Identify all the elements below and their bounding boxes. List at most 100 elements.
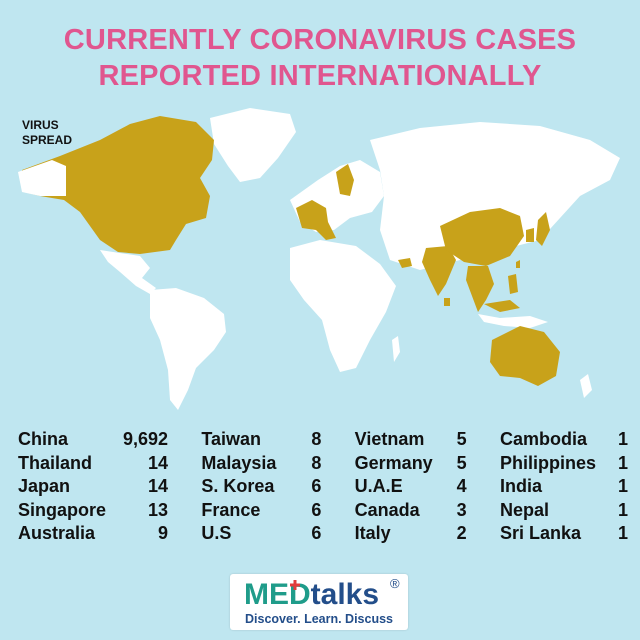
country-name: Nepal	[499, 499, 550, 520]
case-count: 8	[311, 429, 322, 449]
country-row: France 6	[201, 499, 321, 523]
country-name: S. Korea	[201, 476, 275, 497]
case-count: 5	[456, 452, 467, 473]
country-row: Sri Lanka 1	[500, 522, 628, 546]
medical-cross-icon	[290, 580, 300, 590]
country-name: Malaysia	[201, 452, 277, 473]
australia-affected-shape	[490, 326, 560, 386]
country-row: Thailand 14	[18, 452, 168, 476]
country-row: Philippines 1	[500, 452, 628, 476]
country-name: Cambodia	[499, 429, 587, 449]
country-row: Canada 3	[355, 499, 467, 523]
country-name: Thailand	[18, 452, 93, 473]
country-row: China 9,692	[18, 428, 168, 452]
case-count: 6	[311, 499, 322, 520]
case-count: 8	[311, 452, 322, 473]
country-name: Taiwan	[201, 429, 262, 449]
country-row: Italy 2	[355, 522, 467, 546]
country-name: U.S	[201, 523, 232, 544]
country-name: Germany	[354, 452, 433, 473]
medtalks-logo: MEDtalks ® Discover. Learn. Discuss	[230, 574, 408, 630]
case-count: 5	[456, 429, 467, 449]
country-name: Canada	[354, 499, 420, 520]
country-row: S. Korea 6	[201, 475, 321, 499]
legend-line-1: VIRUS	[22, 118, 59, 132]
country-name: U.A.E	[354, 476, 403, 497]
case-count: 3	[456, 499, 467, 520]
page-title: CURRENTLY CORONAVIRUS CASES REPORTED INT…	[63, 24, 577, 92]
logo-talks-text: talks	[310, 578, 380, 611]
north-america-affected-shape	[22, 116, 214, 254]
case-count: 2	[456, 523, 467, 544]
case-column-2: Taiwan 8 Malaysia 8 S. Korea 6 France 6 U.S 6	[201, 428, 321, 546]
country-name: Singapore	[18, 499, 107, 520]
case-column-1: China 9,692 Thailand 14 Japan 14 Singapore 13 Au…	[18, 428, 168, 546]
country-row: Nepal 1	[500, 499, 628, 523]
world-map	[18, 108, 620, 410]
case-count: 14	[147, 452, 168, 473]
greenland-shape	[210, 108, 296, 182]
south-asia-affected-shape	[422, 246, 456, 296]
case-column-4: Cambodia 1 Philippines 1 India 1 Nepal 1 Sri Lan…	[500, 428, 628, 546]
logo-tagline: Discover. Learn. Discuss	[245, 612, 393, 626]
map-legend-label: VIRUS SPREAD	[22, 118, 72, 148]
taiwan-affected-shape	[516, 260, 520, 268]
country-row: Vietnam 5	[355, 428, 467, 452]
country-row: Taiwan 8	[201, 428, 321, 452]
case-count: 9,692	[122, 429, 168, 449]
country-name: China	[18, 429, 69, 449]
case-count: 1	[617, 429, 628, 449]
philippines-affected-shape	[508, 274, 518, 294]
china-affected-shape	[440, 208, 524, 266]
country-row: Singapore 13	[18, 499, 168, 523]
case-count: 9	[157, 523, 168, 544]
case-count: 1	[617, 476, 628, 497]
case-count: 1	[617, 523, 628, 544]
new-zealand-shape	[580, 374, 592, 398]
scandinavia-affected-shape	[336, 164, 354, 196]
country-row: Japan 14	[18, 475, 168, 499]
legend-line-2: SPREAD	[22, 133, 73, 147]
central-america-shape	[100, 250, 156, 294]
country-row: U.A.E 4	[355, 475, 467, 499]
country-name: Philippines	[499, 452, 596, 473]
southeast-asia-affected-shape	[466, 266, 494, 312]
indonesia-shape	[478, 314, 548, 328]
case-counts-table: China 9,692 Thailand 14 Japan 14 Singapore 13 Au…	[18, 428, 628, 546]
country-name: India	[499, 476, 542, 497]
sri-lanka-affected-shape	[444, 298, 450, 306]
madagascar-shape	[392, 336, 400, 362]
case-count: 1	[617, 499, 628, 520]
africa-shape	[290, 240, 396, 372]
case-count: 6	[311, 476, 322, 497]
case-count: 13	[147, 499, 168, 520]
japan-affected-shape	[536, 212, 550, 246]
country-row: Australia 9	[18, 522, 168, 546]
korea-affected-shape	[526, 228, 534, 242]
logo-med-text: MED	[244, 578, 311, 611]
logo-wordmark: MEDtalks	[244, 578, 379, 612]
case-count: 6	[311, 523, 322, 544]
malaysia-affected-shape	[484, 300, 520, 312]
country-row: Germany 5	[355, 452, 467, 476]
country-row: Cambodia 1	[500, 428, 628, 452]
case-count: 14	[147, 476, 168, 497]
country-row: Malaysia 8	[201, 452, 321, 476]
country-name: France	[201, 499, 261, 520]
uae-affected-shape	[398, 258, 412, 268]
country-name: Japan	[18, 476, 71, 497]
country-name: Vietnam	[354, 429, 425, 449]
country-name: Sri Lanka	[499, 523, 582, 544]
case-count: 1	[617, 452, 628, 473]
south-america-shape	[150, 288, 226, 410]
registered-mark: ®	[390, 576, 400, 591]
country-name: Australia	[18, 523, 96, 544]
country-row: India 1	[500, 475, 628, 499]
western-europe-affected-shape	[296, 200, 336, 240]
country-name: Italy	[354, 523, 391, 544]
alaska-shape	[18, 160, 66, 196]
case-count: 4	[456, 476, 467, 497]
case-column-3: Vietnam 5 Germany 5 U.A.E 4 Canada 3 Italy 2	[355, 428, 467, 546]
asia-shape	[370, 122, 620, 270]
country-row: U.S 6	[201, 522, 321, 546]
